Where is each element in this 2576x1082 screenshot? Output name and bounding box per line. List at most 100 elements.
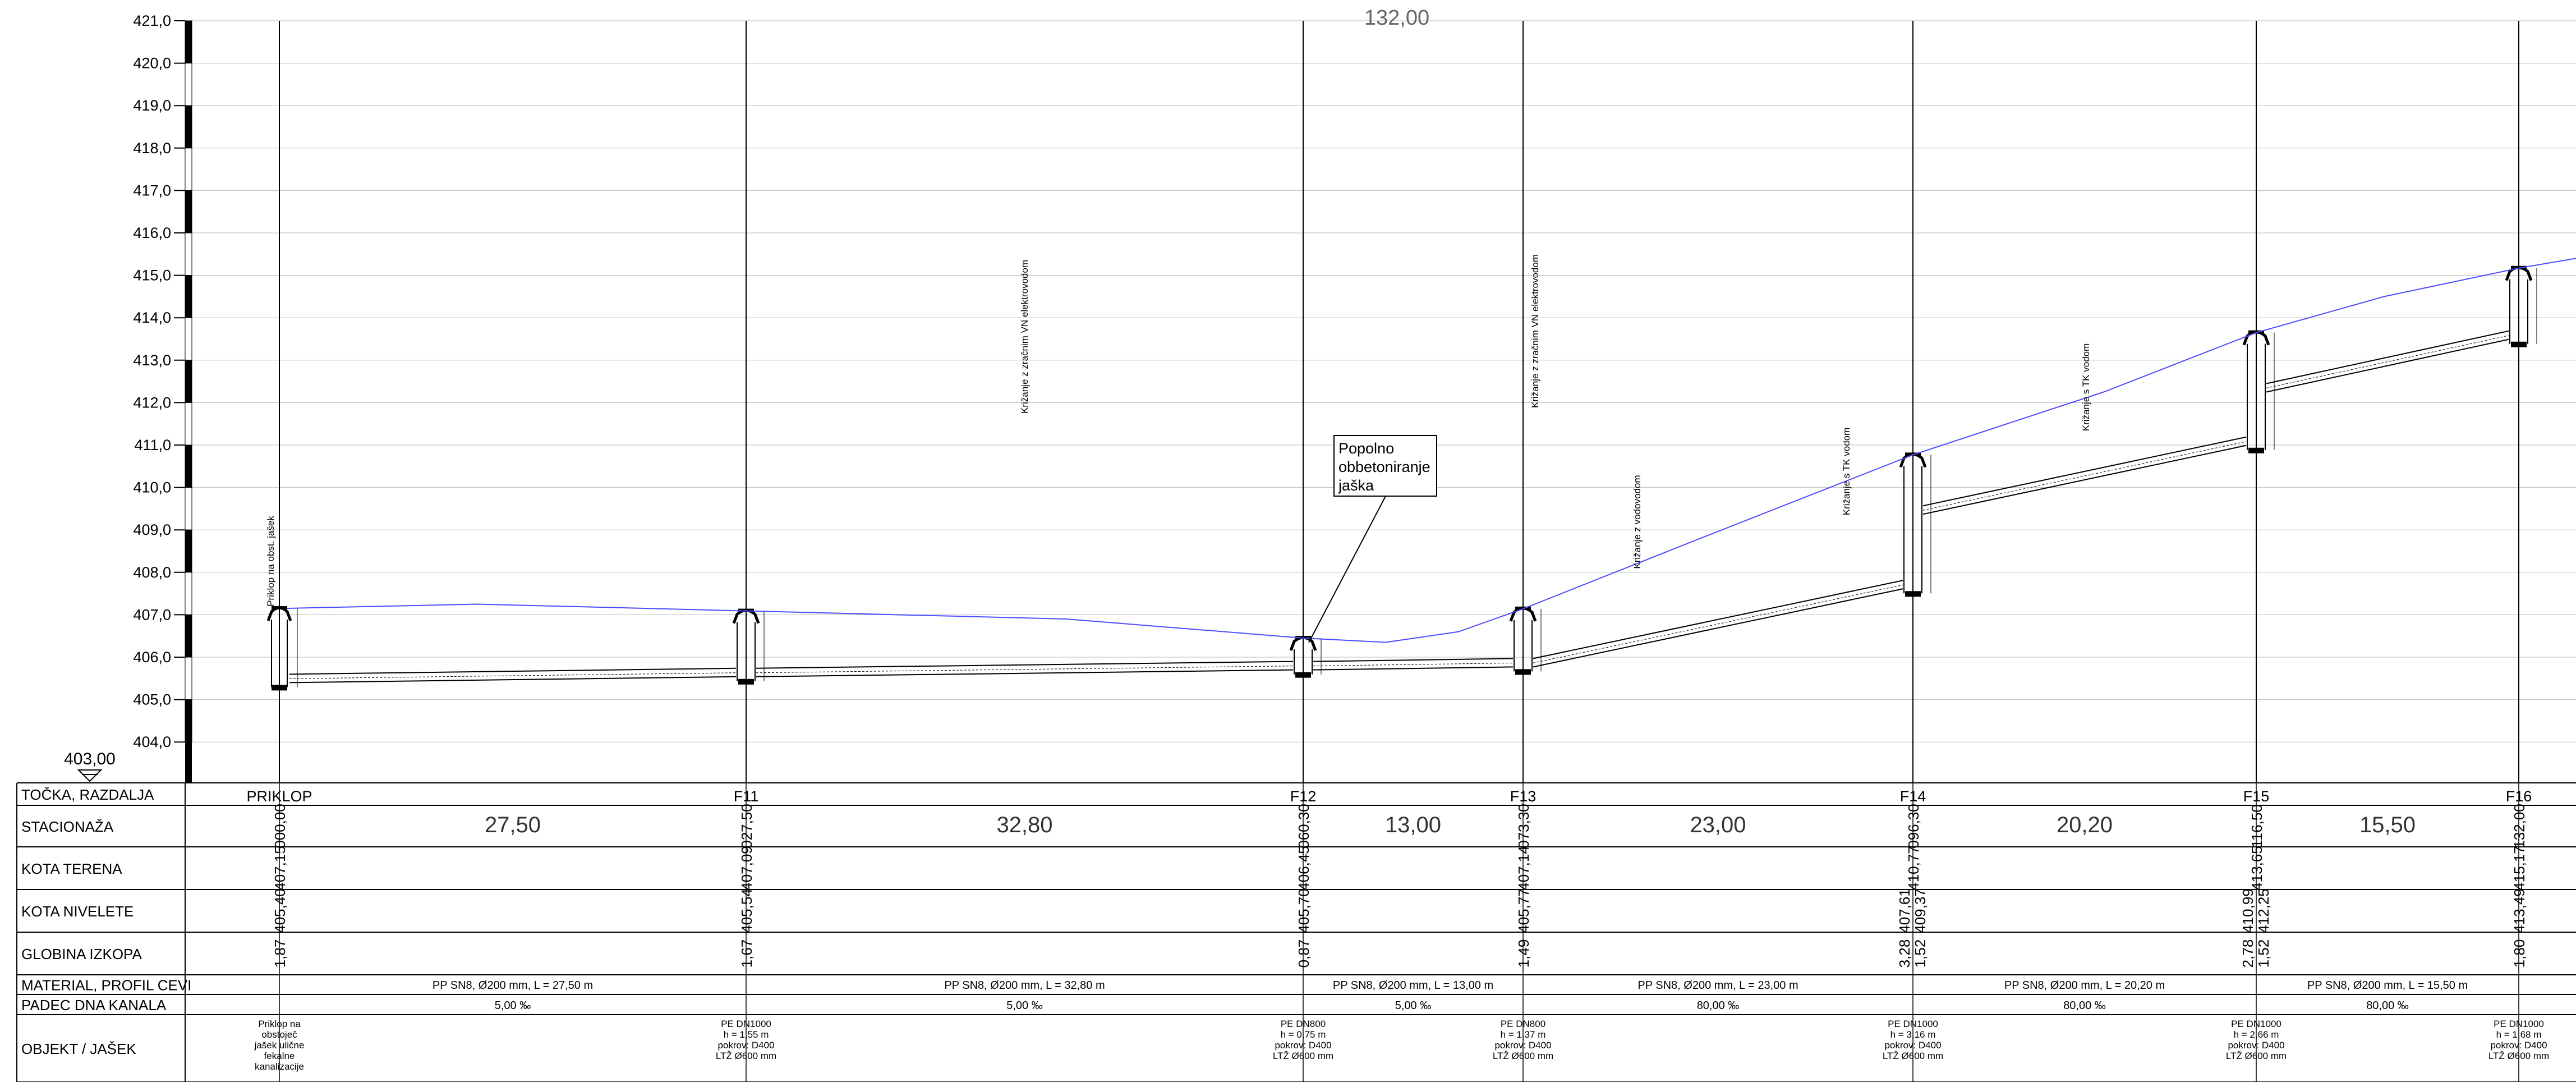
- ruler-block: [185, 190, 192, 233]
- invert-elevation-out: 409,37: [1912, 888, 1929, 933]
- manhole-base: [1515, 669, 1531, 675]
- ruler-block: [185, 614, 192, 658]
- stationing-value: 060,30: [1295, 804, 1312, 849]
- manhole-base: [2248, 447, 2264, 453]
- excavation-depth: 1,49: [1515, 939, 1532, 968]
- terrain-elevation: 406,45: [1295, 846, 1312, 891]
- manhole-spec: LTŽ Ø600 mm: [1273, 1051, 1333, 1061]
- row-label: MATERIAL, PROFIL CEVI: [21, 977, 191, 994]
- manhole-spec: pokrov: D400: [1275, 1040, 1331, 1051]
- ruler-block: [185, 487, 192, 530]
- row-label: GLOBINA IZKOPA: [21, 946, 142, 962]
- segment-slope: 5,00 ‰: [1395, 1000, 1431, 1012]
- stationing-value: 027,50: [738, 804, 755, 849]
- point-name: F12: [1290, 788, 1317, 805]
- pipe-spec: PP SN8, Ø200 mm, L = 20,20 m: [2004, 979, 2165, 992]
- elevation-grid: [192, 20, 2576, 742]
- axis-tick-label: 408,0: [133, 564, 171, 581]
- pipe-profile: [289, 330, 2509, 684]
- ruler-block: [185, 402, 192, 446]
- point-name: F14: [1900, 788, 1926, 805]
- segment-distance: 13,00: [1385, 813, 1441, 837]
- segment-slope: 5,00 ‰: [1006, 1000, 1042, 1012]
- manhole-spec: h = 3,16 m: [1890, 1029, 1936, 1040]
- manhole-base: [1295, 672, 1311, 678]
- row-label: KOTA TERENA: [21, 860, 122, 877]
- excavation-depth: 2,78: [2239, 939, 2256, 968]
- manhole-spec: h = 0,75 m: [1281, 1029, 1326, 1040]
- pipe-bottom: [1922, 444, 2247, 515]
- pipe-top: [756, 661, 1294, 669]
- excavation-depth: 0,87: [1295, 939, 1312, 968]
- pipe-bottom: [1313, 666, 1514, 671]
- pipe-top: [1313, 658, 1514, 662]
- axis-tick-label: 407,0: [133, 606, 171, 623]
- segment-distance: 15,50: [2359, 813, 2416, 837]
- row-label: TOČKA, RAZDALJA: [21, 786, 154, 803]
- pipe-bottom: [289, 676, 737, 684]
- pipe-top: [1922, 436, 2247, 507]
- station-lines: [279, 21, 2519, 783]
- row-label: STACIONAŽA: [21, 818, 114, 835]
- segment-distance: 20,20: [2057, 813, 2113, 837]
- crossing-note: Križanje s TK vodom: [1841, 428, 1852, 516]
- axis-tick-label: 410,0: [133, 479, 171, 496]
- segment-distance: 23,00: [1690, 813, 1746, 837]
- ruler-block: [185, 317, 192, 361]
- pipe-spec: PP SN8, Ø200 mm, L = 27,50 m: [433, 979, 593, 992]
- axis-tick-label: 415,0: [133, 267, 171, 284]
- axis-tick-label: 416,0: [133, 224, 171, 241]
- manhole-base: [2511, 341, 2527, 347]
- crossing-note: Križanje s TK vodom: [2081, 343, 2091, 432]
- terrain-elevation: 413,65: [2248, 846, 2265, 891]
- profile-data-table: TOČKA, RAZDALJA STACIONAŽA KOTA TERENA KOTA…: [16, 782, 2576, 1082]
- pipe-spec: PP SN8, Ø200 mm, L = 32,80 m: [944, 979, 1105, 992]
- manhole-spec: PE DN1000: [1888, 1019, 1938, 1029]
- ruler-block: [185, 657, 192, 700]
- pipe-hatch: [1533, 584, 1903, 663]
- pipe-hatch: [2266, 335, 2509, 388]
- invert-elevation: 405,70: [1295, 888, 1312, 933]
- manhole-base: [738, 678, 754, 685]
- stationing-value: 116,50: [2248, 804, 2265, 848]
- ruler-block: [185, 63, 192, 106]
- point-name: F11: [734, 788, 759, 805]
- manhole-spec: kanalizacije: [255, 1061, 304, 1072]
- axis-tick-label: 405,0: [133, 691, 171, 708]
- axis-tick-label: 412,0: [133, 394, 171, 411]
- ruler-block: [185, 275, 192, 318]
- invert-elevation: 410,99: [2239, 888, 2256, 933]
- manhole-spec: LTŽ Ø600 mm: [1883, 1051, 1943, 1061]
- manhole-spec: LTŽ Ø600 mm: [716, 1051, 776, 1061]
- excavation-depth: 1,87: [272, 939, 288, 968]
- manhole-spec: PE DN1000: [2231, 1019, 2281, 1029]
- pipe-top: [1533, 580, 1903, 659]
- stationing-value: 132,00: [2511, 804, 2528, 849]
- segment-slope: 5,00 ‰: [495, 1000, 531, 1012]
- invert-elevation: 405,40: [272, 888, 288, 933]
- pipe-bottom: [2266, 338, 2509, 393]
- manhole-spec: h = 1,55 m: [724, 1029, 769, 1040]
- terrain-elevation: 410,77: [1905, 846, 1922, 891]
- pipe-hatch: [1313, 662, 1514, 667]
- stationing-value: 073,30: [1515, 804, 1532, 849]
- segment-distance: 27,50: [485, 813, 541, 837]
- ruler-block: [185, 742, 192, 783]
- manhole-spec: h = 1,37 m: [1501, 1029, 1546, 1040]
- ruler-block: [185, 20, 192, 64]
- manhole-spec: obstoječ: [261, 1029, 297, 1040]
- manhole-spec: jašek ulične: [254, 1040, 305, 1051]
- crossing-notes: Križanje z zračnim VN elektrovodom Križan…: [265, 254, 2091, 607]
- stationing-value: 096,30: [1905, 804, 1922, 849]
- datum-label: 403,00: [64, 750, 116, 768]
- terrain-elevation: 407,15: [272, 846, 288, 891]
- excavation-depth-2: 1,52: [2255, 939, 2272, 968]
- point-name: PRIKLOP: [246, 788, 312, 805]
- manhole-cover-icon: [272, 606, 287, 610]
- axis-tick-label: 419,0: [133, 97, 171, 114]
- elevation-axis-labels: 421,0 420,0 419,0 418,0 417,0 416,0 415,0 414,0…: [133, 12, 185, 750]
- axis-tick-label: 404,0: [133, 733, 171, 750]
- axis-tick-label: 413,0: [133, 352, 171, 369]
- manhole-spec: PE DN800: [1281, 1019, 1326, 1029]
- point-name: F13: [1510, 788, 1537, 805]
